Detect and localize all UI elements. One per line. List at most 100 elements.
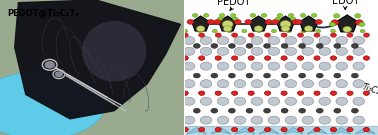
Circle shape (316, 29, 321, 33)
Circle shape (347, 33, 353, 37)
Circle shape (314, 91, 320, 95)
Polygon shape (235, 128, 255, 134)
Circle shape (281, 108, 288, 113)
Circle shape (302, 36, 314, 45)
Circle shape (302, 47, 314, 55)
Circle shape (234, 36, 246, 45)
Circle shape (311, 14, 317, 17)
Circle shape (353, 62, 364, 70)
Circle shape (265, 56, 271, 60)
Circle shape (347, 127, 353, 132)
Circle shape (246, 108, 253, 113)
Circle shape (265, 19, 272, 24)
Circle shape (183, 97, 195, 105)
Circle shape (248, 91, 254, 95)
Circle shape (222, 21, 233, 28)
Circle shape (232, 127, 238, 132)
Circle shape (302, 97, 314, 105)
Circle shape (314, 33, 320, 37)
Circle shape (183, 36, 195, 45)
Circle shape (297, 33, 304, 37)
Circle shape (314, 91, 320, 95)
Circle shape (359, 22, 365, 26)
Circle shape (215, 56, 221, 60)
Text: PEDOT: PEDOT (217, 0, 250, 7)
Circle shape (281, 91, 287, 95)
Circle shape (232, 56, 238, 60)
Circle shape (302, 80, 314, 88)
Circle shape (319, 97, 331, 105)
Circle shape (288, 14, 294, 17)
Circle shape (183, 62, 195, 70)
Circle shape (232, 91, 238, 95)
Circle shape (329, 22, 335, 26)
Circle shape (353, 116, 364, 124)
Circle shape (234, 62, 246, 70)
Polygon shape (259, 128, 279, 134)
Circle shape (363, 127, 370, 132)
Circle shape (265, 33, 271, 37)
Circle shape (246, 43, 253, 48)
Circle shape (336, 62, 347, 70)
Circle shape (319, 116, 331, 124)
Circle shape (353, 80, 364, 88)
Circle shape (200, 36, 212, 45)
Circle shape (319, 47, 331, 55)
Polygon shape (284, 128, 303, 134)
Circle shape (228, 43, 235, 48)
Circle shape (211, 73, 218, 78)
Polygon shape (192, 16, 209, 31)
Circle shape (215, 127, 221, 132)
Circle shape (208, 19, 214, 24)
Circle shape (215, 91, 221, 95)
Circle shape (200, 47, 212, 55)
Circle shape (304, 26, 313, 32)
Circle shape (245, 19, 252, 24)
Circle shape (353, 36, 364, 45)
Circle shape (352, 73, 358, 78)
Circle shape (261, 14, 267, 17)
Circle shape (299, 108, 306, 113)
Circle shape (193, 108, 200, 113)
Circle shape (295, 19, 302, 24)
Circle shape (292, 19, 299, 24)
Circle shape (281, 56, 287, 60)
Circle shape (265, 56, 271, 60)
Circle shape (315, 19, 322, 24)
Circle shape (257, 29, 262, 33)
Circle shape (217, 36, 229, 45)
Circle shape (183, 80, 195, 88)
Circle shape (286, 29, 291, 33)
Polygon shape (277, 16, 294, 31)
Circle shape (182, 56, 188, 60)
Circle shape (211, 108, 218, 113)
Circle shape (330, 56, 336, 60)
Circle shape (198, 33, 205, 37)
Polygon shape (250, 16, 267, 31)
Circle shape (228, 73, 235, 78)
Text: PEDOT@Ti₃C₂Tₓ: PEDOT@Ti₃C₂Tₓ (7, 9, 79, 18)
Circle shape (330, 91, 336, 95)
Circle shape (281, 91, 287, 95)
Circle shape (285, 116, 297, 124)
Circle shape (285, 36, 297, 45)
Circle shape (214, 19, 221, 24)
Circle shape (275, 17, 280, 21)
Circle shape (299, 73, 306, 78)
Circle shape (343, 26, 352, 32)
Circle shape (281, 127, 287, 132)
Circle shape (182, 56, 188, 60)
Circle shape (353, 97, 364, 105)
Circle shape (198, 91, 205, 95)
Circle shape (301, 29, 306, 33)
Circle shape (268, 116, 280, 124)
Polygon shape (337, 15, 357, 32)
Circle shape (347, 56, 353, 60)
Circle shape (182, 91, 188, 95)
Circle shape (183, 29, 188, 33)
Circle shape (330, 33, 336, 37)
Circle shape (251, 47, 263, 55)
Polygon shape (219, 16, 236, 31)
Circle shape (193, 73, 200, 78)
Circle shape (333, 14, 340, 18)
